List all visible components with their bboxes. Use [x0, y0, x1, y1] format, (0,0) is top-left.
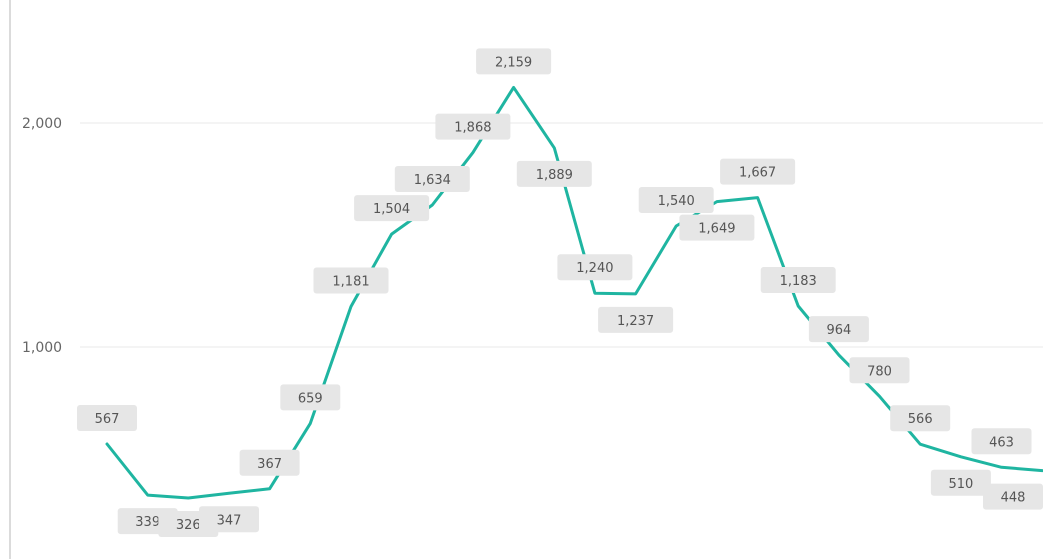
data-label: 1,634	[394, 166, 470, 192]
data-label: 367	[239, 449, 300, 476]
data-label-background	[435, 113, 511, 140]
data-label-text: 1,634	[414, 173, 451, 188]
gridlines	[80, 122, 1043, 348]
data-label: 659	[280, 384, 341, 411]
data-label-text: 463	[989, 435, 1014, 450]
data-label-text: 1,868	[454, 121, 491, 136]
data-label-background	[239, 449, 300, 476]
data-label: 780	[849, 357, 910, 384]
data-label-background	[476, 48, 552, 75]
data-label: 1,667	[720, 158, 796, 185]
data-label: 347	[199, 506, 259, 533]
y-tick-label: 2,000	[22, 116, 62, 132]
data-label-background	[77, 405, 137, 431]
data-label: 1,237	[598, 306, 674, 333]
data-label-text: 567	[95, 412, 120, 427]
data-label-text: 2,159	[495, 55, 532, 70]
data-label-background	[557, 254, 633, 281]
data-labels: 567 339 326 347 367 659 1,181 1,504 1,634 1,868 2,…	[77, 48, 1043, 537]
data-label-background	[679, 214, 755, 241]
data-label-background	[760, 267, 836, 293]
data-label-text: 1,667	[739, 166, 776, 181]
data-label: 448	[983, 483, 1043, 510]
data-label-text: 1,181	[332, 275, 369, 290]
data-label-text: 659	[298, 391, 323, 406]
data-label-background	[354, 195, 430, 222]
data-label-text: 347	[217, 513, 242, 528]
data-label: 1,649	[679, 214, 755, 241]
data-label-background	[199, 506, 259, 533]
data-label-text: 1,240	[576, 261, 613, 276]
data-label-background	[930, 469, 991, 496]
data-label-background	[890, 405, 951, 432]
data-label-background	[849, 357, 910, 384]
data-label-background	[516, 160, 592, 187]
data-label: 1,540	[638, 187, 714, 213]
data-label: 964	[808, 316, 869, 343]
series-line	[105, 85, 1043, 500]
data-label-background	[598, 306, 674, 333]
data-label: 566	[890, 405, 951, 432]
data-label-text: 1,649	[698, 222, 735, 237]
data-label-text: 780	[867, 364, 892, 379]
data-label-text: 1,183	[780, 274, 817, 289]
data-label-background	[313, 267, 389, 294]
data-label: 1,868	[435, 113, 511, 140]
data-label-text: 367	[257, 457, 282, 472]
data-label-background	[808, 316, 869, 343]
data-label: 2,159	[476, 48, 552, 75]
data-label: 1,181	[313, 267, 389, 294]
data-label: 510	[930, 469, 991, 496]
data-label: 1,504	[354, 195, 430, 222]
data-label-background	[983, 483, 1043, 510]
data-label: 1,183	[760, 267, 836, 293]
data-label-text: 1,889	[536, 168, 573, 183]
data-label-background	[971, 428, 1032, 455]
data-label-text: 339	[135, 515, 160, 530]
data-label: 567	[77, 405, 137, 431]
data-label-text: 326	[176, 518, 201, 533]
data-label: 463	[971, 428, 1032, 455]
data-label-background	[720, 158, 796, 185]
data-label-text: 1,504	[373, 202, 410, 217]
data-label: 1,240	[557, 254, 633, 281]
y-axis-ticks: 1,000 2,000	[22, 116, 62, 356]
data-label-text: 510	[948, 477, 973, 492]
data-label-background	[394, 166, 470, 192]
data-label-text: 566	[908, 412, 933, 427]
data-label-background	[280, 384, 341, 411]
data-label-background	[638, 187, 714, 213]
data-label-text: 448	[1001, 491, 1026, 506]
data-label-text: 1,237	[617, 314, 654, 329]
data-label-text: 964	[826, 323, 851, 338]
y-tick-label: 1,000	[22, 340, 62, 356]
data-label-text: 1,540	[658, 194, 695, 209]
data-label: 1,889	[516, 160, 592, 187]
